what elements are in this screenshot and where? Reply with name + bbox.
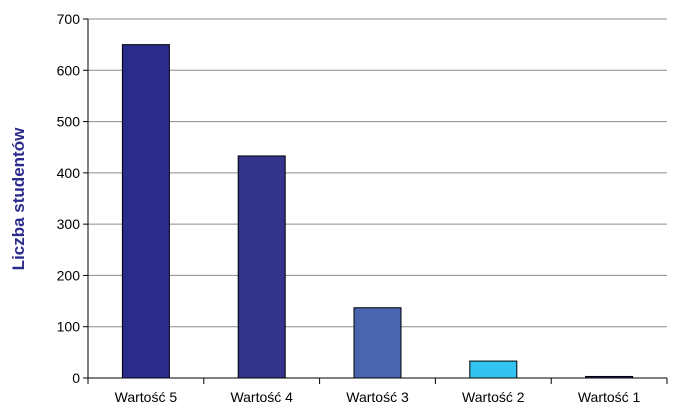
y-tick-label: 100 — [57, 319, 81, 335]
bar-3 — [353, 307, 402, 379]
axes — [83, 18, 668, 384]
y-tick-label: 400 — [57, 165, 81, 181]
y-tick-label: 300 — [57, 216, 81, 232]
x-tick-label: Wartość 5 — [115, 389, 178, 405]
y-tick-label: 500 — [57, 114, 81, 130]
bar-4 — [469, 360, 518, 379]
bar-1 — [121, 44, 170, 379]
bars — [121, 44, 634, 379]
y-tick-label: 700 — [57, 11, 81, 27]
gridlines — [88, 18, 667, 328]
x-tick-label: Wartość 3 — [346, 389, 409, 405]
tick-labels: 0 100 200 300 400 500 600 700 Wartość 5 Wartość 4… — [57, 11, 641, 405]
bar-2 — [237, 155, 286, 379]
x-tick-label: Wartość 1 — [578, 389, 641, 405]
y-tick-label: 200 — [57, 267, 81, 283]
x-tick-label: Wartość 2 — [462, 389, 525, 405]
y-axis-title: Liczba studentów — [9, 127, 28, 270]
y-tick-label: 0 — [72, 370, 80, 386]
x-tick-label: Wartość 4 — [230, 389, 293, 405]
y-tick-label: 600 — [57, 62, 81, 78]
